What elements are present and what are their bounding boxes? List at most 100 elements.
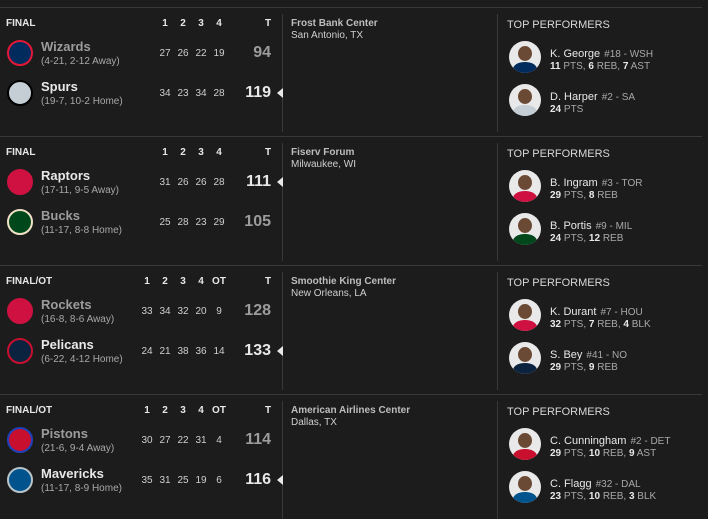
player-avatar xyxy=(509,299,541,331)
venue-name: Smoothie King Center xyxy=(291,276,397,287)
period-score: 28 xyxy=(213,88,225,99)
period-score: 28 xyxy=(177,217,189,228)
player-line: D. Harper #2 - SA xyxy=(550,88,635,104)
period-header: 1 xyxy=(162,147,168,158)
total-header: T xyxy=(264,405,272,416)
player-stats: 32 PTS, 7 REB, 4 BLK xyxy=(550,319,651,330)
player-name[interactable]: B. Portis xyxy=(550,220,592,232)
player-line: K. Durant #7 - HOU xyxy=(550,303,643,319)
performers-title: TOP PERFORMERS xyxy=(507,148,610,160)
player-name[interactable]: C. Flagg xyxy=(550,478,592,490)
total-score: 128 xyxy=(244,302,271,319)
team-record: (4-21, 2-12 Away) xyxy=(41,56,120,67)
period-score: 34 xyxy=(159,306,171,317)
separator xyxy=(0,265,702,266)
period-score: 32 xyxy=(177,306,189,317)
period-header: 3 xyxy=(198,18,204,29)
period-header: 1 xyxy=(144,405,150,416)
player-stats: 29 PTS, 8 REB xyxy=(550,190,618,201)
player-line: C. Flagg #32 - DAL xyxy=(550,475,641,491)
divider xyxy=(282,143,283,261)
player-avatar xyxy=(509,471,541,503)
team-logo xyxy=(7,169,33,195)
player-line: C. Cunningham #2 - DET xyxy=(550,432,670,448)
period-header: OT xyxy=(212,276,226,287)
venue-city: Milwaukee, WI xyxy=(291,159,357,170)
player-stats: 29 PTS, 10 REB, 9 AST xyxy=(550,448,657,459)
divider xyxy=(497,14,498,132)
divider xyxy=(497,401,498,519)
winner-arrow xyxy=(277,177,283,187)
period-score: 14 xyxy=(213,346,225,357)
player-avatar xyxy=(509,170,541,202)
player-avatar xyxy=(509,41,541,73)
period-score: 27 xyxy=(159,435,171,446)
game-status: FINAL/OT xyxy=(6,405,53,416)
period-score: 31 xyxy=(159,177,171,188)
player-stats: 24 PTS xyxy=(550,104,584,115)
winner-arrow xyxy=(277,475,283,485)
team-record: (19-7, 10-2 Home) xyxy=(41,96,123,107)
team-name[interactable]: Spurs xyxy=(41,79,78,94)
player-name[interactable]: D. Harper xyxy=(550,91,598,103)
team-name[interactable]: Pistons xyxy=(41,426,88,441)
divider xyxy=(282,272,283,390)
player-avatar xyxy=(509,342,541,374)
divider xyxy=(497,272,498,390)
team-name[interactable]: Mavericks xyxy=(41,466,104,481)
period-score: 29 xyxy=(213,217,225,228)
period-header: 1 xyxy=(162,18,168,29)
period-score: 22 xyxy=(195,48,207,59)
period-score: 25 xyxy=(177,475,189,486)
period-score: 35 xyxy=(141,475,153,486)
total-score: 114 xyxy=(245,431,271,448)
player-name[interactable]: S. Bey xyxy=(550,349,583,361)
team-name[interactable]: Raptors xyxy=(41,168,91,183)
team-record: (6-22, 4-12 Home) xyxy=(41,354,123,365)
divider xyxy=(282,14,283,132)
player-line: B. Ingram #3 - TOR xyxy=(550,174,642,190)
period-header: 4 xyxy=(216,18,222,29)
team-name[interactable]: Pelicans xyxy=(41,337,94,352)
period-score: 36 xyxy=(195,346,207,357)
total-score: 119 xyxy=(245,84,271,101)
separator xyxy=(0,136,702,137)
period-score: 6 xyxy=(216,475,222,486)
player-stats: 29 PTS, 9 REB xyxy=(550,362,618,373)
player-name[interactable]: K. Durant xyxy=(550,306,597,318)
venue-name: Frost Bank Center xyxy=(291,18,378,29)
period-score: 23 xyxy=(177,88,189,99)
player-line: S. Bey #41 - NO xyxy=(550,346,627,362)
period-header: 3 xyxy=(180,405,186,416)
period-score: 27 xyxy=(159,48,171,59)
player-detail: #7 - HOU xyxy=(600,307,643,318)
period-score: 28 xyxy=(213,177,225,188)
period-score: 25 xyxy=(159,217,171,228)
total-score: 116 xyxy=(245,471,271,488)
player-name[interactable]: B. Ingram xyxy=(550,177,598,189)
performers-title: TOP PERFORMERS xyxy=(507,406,610,418)
player-detail: #18 - WSH xyxy=(604,49,654,60)
team-logo xyxy=(7,80,33,106)
player-name[interactable]: K. George xyxy=(550,48,601,60)
player-stats: 11 PTS, 6 REB, 7 AST xyxy=(550,61,651,72)
team-name[interactable]: Rockets xyxy=(41,297,92,312)
period-score: 30 xyxy=(141,435,153,446)
team-logo xyxy=(7,338,33,364)
period-header: 4 xyxy=(216,147,222,158)
winner-arrow xyxy=(277,88,283,98)
total-score: 133 xyxy=(244,342,271,359)
team-logo xyxy=(7,467,33,493)
team-name[interactable]: Wizards xyxy=(41,39,91,54)
team-name[interactable]: Bucks xyxy=(41,208,81,223)
venue-name: Fiserv Forum xyxy=(291,147,355,158)
player-name[interactable]: C. Cunningham xyxy=(550,435,627,447)
period-header: 1 xyxy=(144,276,150,287)
team-logo xyxy=(7,427,33,453)
period-header: 2 xyxy=(162,276,168,287)
divider xyxy=(282,401,283,519)
team-logo xyxy=(7,209,33,235)
player-detail: #32 - DAL xyxy=(595,479,641,490)
game-status: FINAL xyxy=(6,18,36,29)
